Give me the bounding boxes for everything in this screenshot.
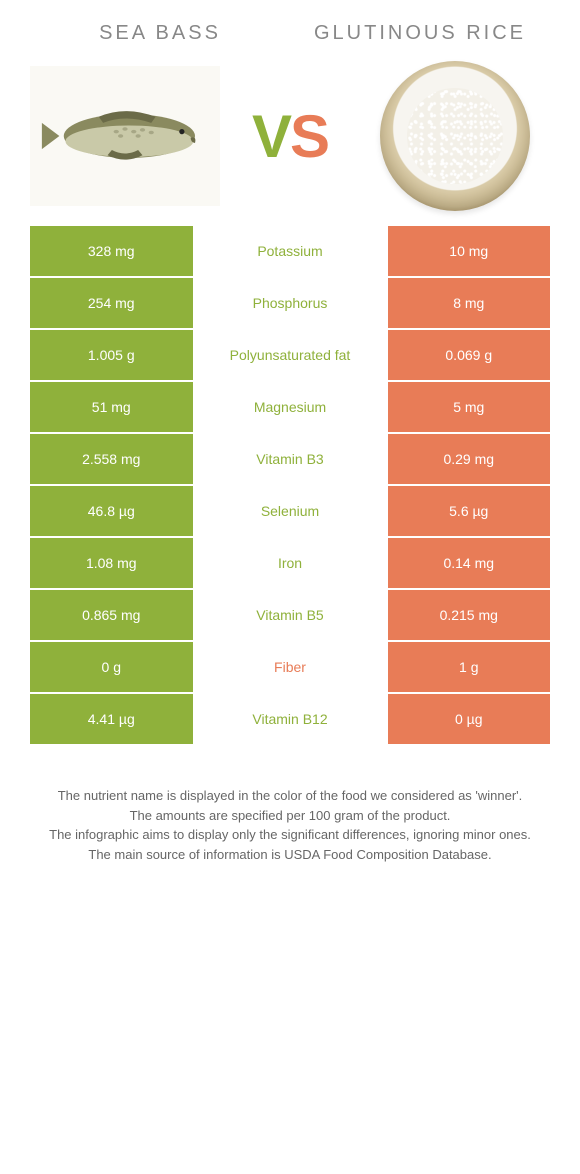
left-value: 1.005 g: [30, 330, 193, 380]
table-row: 1.08 mgIron0.14 mg: [30, 538, 550, 588]
left-food-title: Sea bass: [30, 20, 290, 46]
table-row: 2.558 mgVitamin B30.29 mg: [30, 434, 550, 484]
nutrient-label: Vitamin B5: [193, 590, 388, 640]
left-value: 1.08 mg: [30, 538, 193, 588]
nutrient-table: 328 mgPotassium10 mg254 mgPhosphorus8 mg…: [30, 226, 550, 744]
footer-line: The amounts are specified per 100 gram o…: [30, 806, 550, 826]
vs-v: V: [252, 103, 290, 170]
left-value: 0.865 mg: [30, 590, 193, 640]
nutrient-label: Phosphorus: [193, 278, 388, 328]
fish-icon: [35, 101, 215, 171]
nutrient-label: Vitamin B3: [193, 434, 388, 484]
nutrient-label: Iron: [193, 538, 388, 588]
left-value: 2.558 mg: [30, 434, 193, 484]
nutrient-label: Fiber: [193, 642, 388, 692]
table-row: 328 mgPotassium10 mg: [30, 226, 550, 276]
nutrient-label: Vitamin B12: [193, 694, 388, 744]
right-value: 5 mg: [388, 382, 551, 432]
right-food-image: [360, 66, 550, 206]
table-row: 51 mgMagnesium5 mg: [30, 382, 550, 432]
table-row: 1.005 gPolyunsaturated fat0.069 g: [30, 330, 550, 380]
vs-label: VS: [252, 102, 328, 171]
left-food-image: [30, 66, 220, 206]
nutrient-label: Potassium: [193, 226, 388, 276]
right-value: 10 mg: [388, 226, 551, 276]
left-value: 46.8 µg: [30, 486, 193, 536]
footer-notes: The nutrient name is displayed in the co…: [0, 746, 580, 884]
left-value: 4.41 µg: [30, 694, 193, 744]
right-value: 5.6 µg: [388, 486, 551, 536]
header: Sea bass Glutinous rice: [0, 0, 580, 56]
left-title-col: Sea bass: [30, 20, 290, 46]
footer-line: The main source of information is USDA F…: [30, 845, 550, 865]
vs-s: S: [290, 103, 328, 170]
right-food-title: Glutinous rice: [290, 20, 550, 46]
footer-line: The nutrient name is displayed in the co…: [30, 786, 550, 806]
nutrient-label: Selenium: [193, 486, 388, 536]
right-value: 0.29 mg: [388, 434, 551, 484]
right-value: 0 µg: [388, 694, 551, 744]
left-value: 51 mg: [30, 382, 193, 432]
table-row: 4.41 µgVitamin B120 µg: [30, 694, 550, 744]
right-title-col: Glutinous rice: [290, 20, 550, 46]
table-row: 46.8 µgSelenium5.6 µg: [30, 486, 550, 536]
table-row: 0.865 mgVitamin B50.215 mg: [30, 590, 550, 640]
rice-bowl-icon: [380, 61, 530, 211]
table-row: 254 mgPhosphorus8 mg: [30, 278, 550, 328]
table-row: 0 gFiber1 g: [30, 642, 550, 692]
images-row: VS: [0, 56, 580, 226]
right-value: 1 g: [388, 642, 551, 692]
right-value: 0.215 mg: [388, 590, 551, 640]
right-value: 0.069 g: [388, 330, 551, 380]
right-value: 8 mg: [388, 278, 551, 328]
left-value: 0 g: [30, 642, 193, 692]
right-value: 0.14 mg: [388, 538, 551, 588]
nutrient-label: Polyunsaturated fat: [193, 330, 388, 380]
footer-line: The infographic aims to display only the…: [30, 825, 550, 845]
left-value: 328 mg: [30, 226, 193, 276]
nutrient-label: Magnesium: [193, 382, 388, 432]
left-value: 254 mg: [30, 278, 193, 328]
